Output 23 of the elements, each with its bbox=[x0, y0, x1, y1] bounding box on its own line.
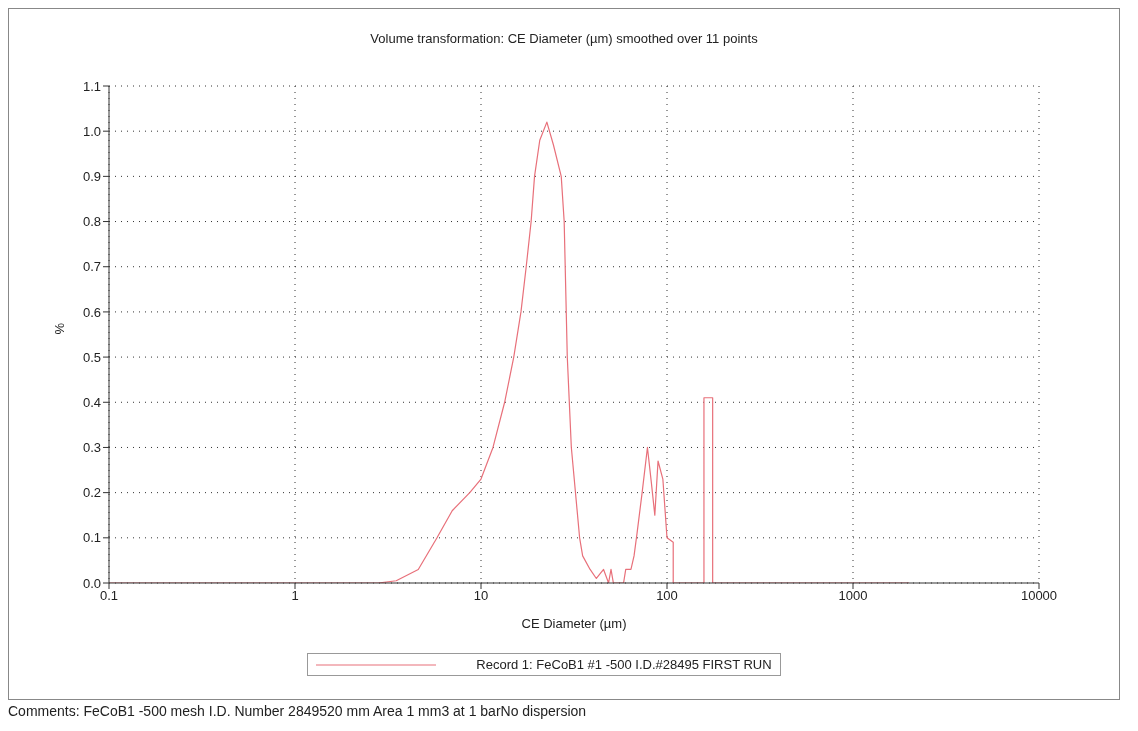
chart-title: Volume transformation: CE Diameter (µm) smoothed over 11 points bbox=[369, 31, 759, 46]
y-tick-label: 0.8 bbox=[82, 214, 101, 230]
y-tick-label: 0.0 bbox=[82, 575, 101, 591]
x-tick-label: 10 bbox=[473, 588, 489, 604]
y-tick-label: 0.3 bbox=[82, 440, 101, 456]
x-axis-title: CE Diameter (µm) bbox=[521, 616, 627, 631]
y-tick-label: 0.6 bbox=[82, 304, 101, 320]
text: Comments: FeCoB1 -500 mesh I.D. Number 2849520 mm Area 1 mm3 at 1 barNo dispersion bbox=[8, 703, 588, 719]
x-tick-label: 0.1 bbox=[99, 588, 119, 604]
text: Record 1: FeCoB1 #1 -500 I.D.#28495 FIRST RUN bbox=[476, 657, 772, 672]
y-axis-title: % bbox=[51, 322, 67, 335]
x-tick-label: 1 bbox=[291, 588, 299, 604]
x-tick-label: 10000 bbox=[1020, 588, 1058, 604]
y-tick-label: 0.9 bbox=[82, 168, 101, 184]
y-tick-label: 0.1 bbox=[82, 530, 101, 546]
y-tick-label: 0.5 bbox=[82, 349, 101, 365]
y-tick-label: 1.0 bbox=[82, 123, 101, 139]
y-tick-label: 0.7 bbox=[82, 259, 101, 275]
y-tick-label: 0.2 bbox=[82, 485, 101, 501]
x-tick-label: 100 bbox=[656, 588, 678, 604]
y-tick-label: 0.4 bbox=[82, 394, 101, 410]
x-tick-label: 1000 bbox=[838, 588, 868, 604]
y-tick-label: 1.1 bbox=[82, 78, 101, 94]
